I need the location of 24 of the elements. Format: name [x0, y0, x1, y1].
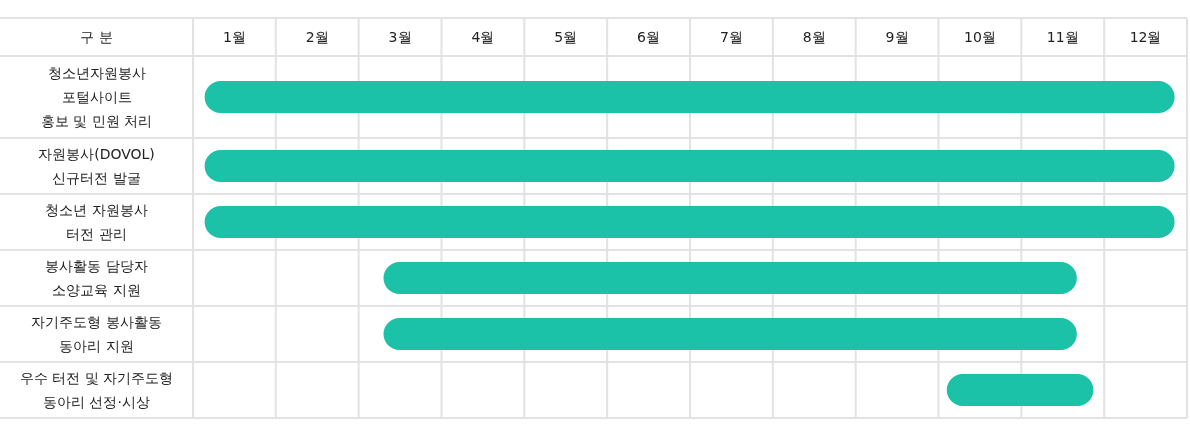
x-tick-label: 9월 [885, 29, 909, 45]
y-tick-label: 봉사활동 담당자 소양교육 지원 [45, 258, 148, 298]
y-tick-label: 청소년 자원봉사 터전 관리 [45, 202, 148, 242]
bar [946, 374, 1094, 406]
x-tick-label: 12월 [1129, 29, 1162, 45]
x-tick-label: 7월 [719, 29, 743, 45]
x-tick-label: 1월 [222, 29, 246, 45]
bar [204, 150, 1175, 182]
y-tick-label: 자기주도형 봉사활동 동아리 지원 [31, 314, 162, 354]
y-axis-title: 구 분 [80, 29, 113, 45]
y-tick-label: 청소년자원봉사 포털사이트 홍보 및 민원 처리 [40, 65, 153, 129]
x-tick-label: 5월 [554, 29, 578, 45]
x-tick-label: 2월 [305, 29, 329, 45]
bar [383, 318, 1077, 350]
x-tick-label: 3월 [388, 29, 412, 45]
y-tick-label: 우수 터전 및 자기주도형 동아리 선정·시상 [19, 370, 174, 410]
bar [383, 262, 1077, 294]
x-tick-label: 10월 [964, 29, 996, 45]
x-tick-label: 8월 [802, 29, 826, 45]
bar [204, 206, 1175, 238]
x-tick-label: 6월 [637, 29, 661, 45]
y-tick-label: 자원봉사(DOVOL) 신규터전 발굴 [38, 146, 155, 186]
x-tick-label: 4월 [471, 29, 495, 45]
x-tick-label: 11월 [1046, 29, 1079, 45]
